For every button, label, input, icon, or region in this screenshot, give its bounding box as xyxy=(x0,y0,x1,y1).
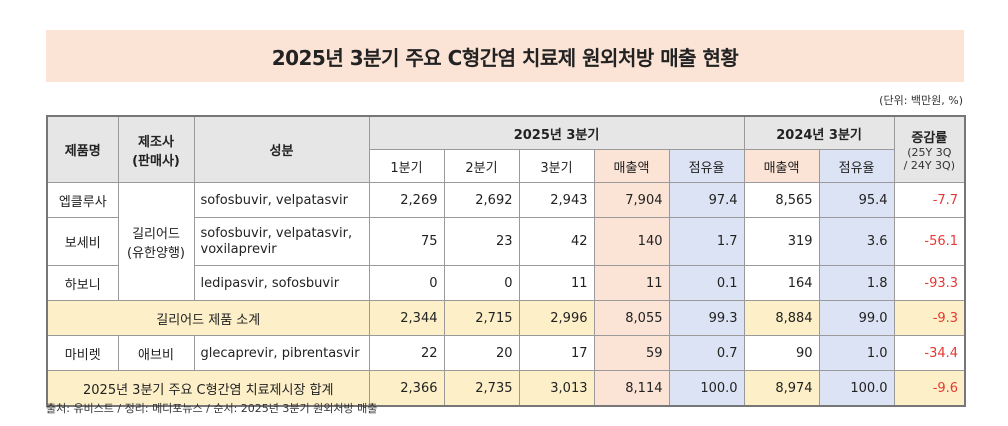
cell-q2: 2,715 xyxy=(443,300,520,336)
cell-share-2024: 99.0 xyxy=(818,300,895,336)
header-maker-label: 제조사 xyxy=(138,134,174,150)
cell-share-2025: 0.7 xyxy=(668,335,745,371)
header-q1: 1분기 xyxy=(368,149,445,183)
cell-share-2024: 100.0 xyxy=(818,370,895,407)
header-2025q3: 2025년 3분기 xyxy=(368,115,745,150)
header-change-label: 증감률 xyxy=(911,131,948,146)
cell-product: 엡클루사 xyxy=(46,182,119,218)
header-product: 제품명 xyxy=(46,115,119,183)
cell-sales-2024: 90 xyxy=(743,335,820,371)
cell-share-2024: 3.6 xyxy=(818,217,895,266)
cell-change: -34.4 xyxy=(893,335,966,371)
cell-share-2025: 0.1 xyxy=(668,265,745,301)
cell-change: -93.3 xyxy=(893,265,966,301)
unit-note: (단위: 백만원, %) xyxy=(879,94,963,107)
cell-maker-gilead: 길리어드 (유한양행) xyxy=(117,182,195,301)
cell-product: 보세비 xyxy=(46,217,119,266)
cell-sales-2025: 8,114 xyxy=(593,370,670,407)
header-maker-sub: (판매사) xyxy=(132,153,180,169)
subtotal-row: 길리어드 제품 소계 2,344 2,715 2,996 8,055 99.3 … xyxy=(46,300,966,336)
cell-share-2025: 99.3 xyxy=(668,300,745,336)
cell-sales-2025: 8,055 xyxy=(593,300,670,336)
cell-change: -56.1 xyxy=(893,217,966,266)
header-2024q3: 2024년 3분기 xyxy=(743,115,895,150)
header-change: 증감률 (25Y 3Q / 24Y 3Q) xyxy=(893,115,966,183)
header-change-sub2: / 24Y 3Q) xyxy=(903,159,955,172)
maker-name: 길리어드 xyxy=(132,226,180,242)
table-row: 하보니 ledipasvir, sofosbuvir 0 0 11 11 0.1… xyxy=(46,265,966,301)
cell-product: 하보니 xyxy=(46,265,119,301)
cell-q2: 2,735 xyxy=(443,370,520,407)
cell-q3: 11 xyxy=(518,265,595,301)
header-change-sub1: (25Y 3Q xyxy=(907,146,952,159)
cell-sales-2025: 7,904 xyxy=(593,182,670,218)
cell-q2: 0 xyxy=(443,265,520,301)
total-row: 2025년 3분기 주요 C형간염 치료제시장 합계 2,366 2,735 3… xyxy=(46,370,966,407)
cell-q1: 22 xyxy=(368,335,445,371)
cell-change: -9.3 xyxy=(893,300,966,336)
cell-maker: 애브비 xyxy=(117,335,195,371)
cell-ingredient: glecaprevir, pibrentasvir xyxy=(193,335,370,371)
cell-share-2024: 95.4 xyxy=(818,182,895,218)
cell-sales-2024: 319 xyxy=(743,217,820,266)
page-title: 2025년 3분기 주요 C형간염 치료제 원외처방 매출 현황 xyxy=(271,45,739,70)
cell-change: -7.7 xyxy=(893,182,966,218)
cell-change: -9.6 xyxy=(893,370,966,407)
total-label: 2025년 3분기 주요 C형간염 치료제시장 합계 xyxy=(46,370,370,407)
table-row: 보세비 sofosbuvir, velpatasvir, voxilaprevi… xyxy=(46,217,966,266)
cell-product: 마비렛 xyxy=(46,335,119,371)
cell-ingredient: sofosbuvir, velpatasvir, voxilaprevir xyxy=(193,217,370,266)
cell-share-2025: 100.0 xyxy=(668,370,745,407)
title-banner: 2025년 3분기 주요 C형간염 치료제 원외처방 매출 현황 xyxy=(46,30,964,82)
header-share-2025: 점유율 xyxy=(668,149,745,183)
cell-q1: 75 xyxy=(368,217,445,266)
cell-sales-2024: 164 xyxy=(743,265,820,301)
table-row: 마비렛 애브비 glecaprevir, pibrentasvir 22 20 … xyxy=(46,335,966,371)
header-row-1: 제품명 제조사 (판매사) 성분 2025년 3분기 2024년 3분기 증감률… xyxy=(46,115,966,183)
header-row-2: 1분기 2분기 3분기 매출액 점유율 매출액 점유율 xyxy=(47,149,965,183)
cell-q3: 42 xyxy=(518,217,595,266)
subtotal-label: 길리어드 제품 소계 xyxy=(46,300,370,336)
cell-ingredient: ledipasvir, sofosbuvir xyxy=(193,265,370,301)
cell-share-2025: 1.7 xyxy=(668,217,745,266)
maker-distributor: (유한양행) xyxy=(127,245,185,261)
header-maker: 제조사 (판매사) xyxy=(117,115,195,183)
cell-q1: 2,366 xyxy=(368,370,445,407)
header-q3: 3분기 xyxy=(518,149,595,183)
cell-q3: 2,996 xyxy=(518,300,595,336)
cell-q2: 20 xyxy=(443,335,520,371)
cell-q2: 2,692 xyxy=(443,182,520,218)
cell-share-2025: 97.4 xyxy=(668,182,745,218)
cell-q1: 0 xyxy=(368,265,445,301)
header-sales-2024: 매출액 xyxy=(743,149,820,183)
header-ingredient: 성분 xyxy=(193,115,370,183)
header-share-2024: 점유율 xyxy=(818,149,895,183)
cell-sales-2024: 8,884 xyxy=(743,300,820,336)
cell-share-2024: 1.8 xyxy=(818,265,895,301)
cell-sales-2025: 59 xyxy=(593,335,670,371)
cell-q1: 2,269 xyxy=(368,182,445,218)
cell-sales-2025: 11 xyxy=(593,265,670,301)
cell-share-2024: 1.0 xyxy=(818,335,895,371)
header-sales-2025: 매출액 xyxy=(593,149,670,183)
cell-q2: 23 xyxy=(443,217,520,266)
sales-table: 제품명 제조사 (판매사) 성분 2025년 3분기 2024년 3분기 증감률… xyxy=(46,115,967,407)
cell-sales-2024: 8,974 xyxy=(743,370,820,407)
source-note: 출처: 유비스트 / 정리: 메디포뉴스 / 순서: 2025년 3분기 원외처… xyxy=(46,402,378,415)
cell-q3: 3,013 xyxy=(518,370,595,407)
cell-q3: 17 xyxy=(518,335,595,371)
cell-sales-2025: 140 xyxy=(593,217,670,266)
table-row: 엡클루사 길리어드 (유한양행) sofosbuvir, velpatasvir… xyxy=(46,182,966,301)
cell-sales-2024: 8,565 xyxy=(743,182,820,218)
cell-ingredient: sofosbuvir, velpatasvir xyxy=(193,182,370,218)
header-q2: 2분기 xyxy=(443,149,520,183)
cell-q1: 2,344 xyxy=(368,300,445,336)
cell-q3: 2,943 xyxy=(518,182,595,218)
